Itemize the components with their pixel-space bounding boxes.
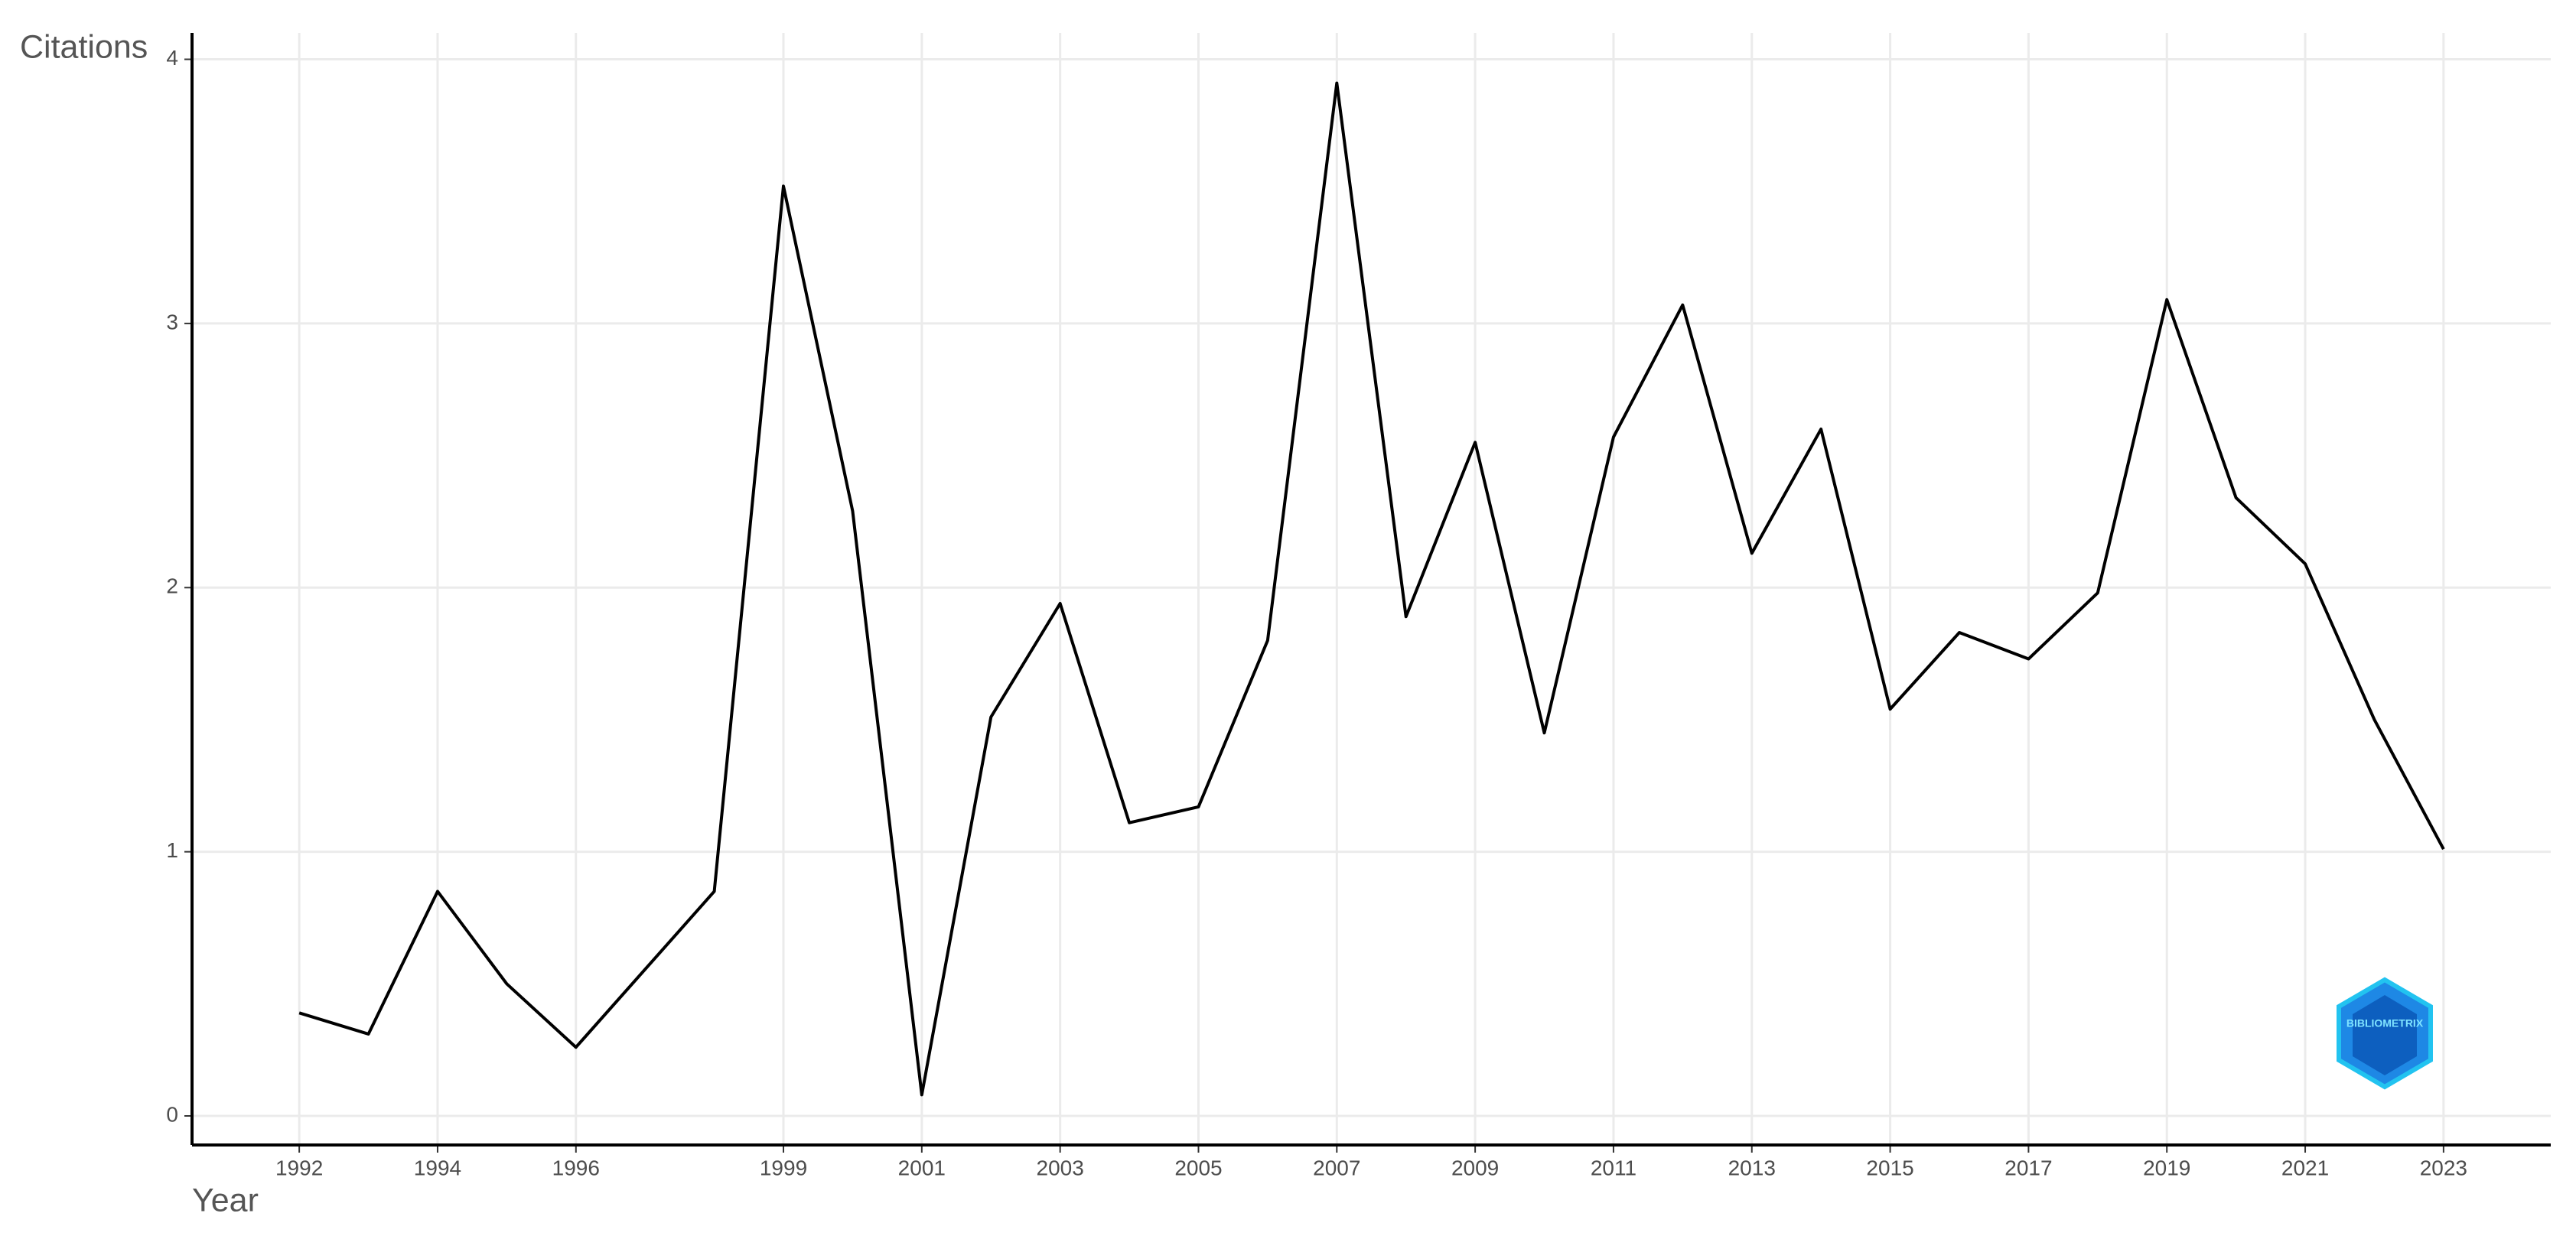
x-tick-label: 2013 [1728,1156,1776,1179]
x-tick-label: 2021 [2281,1156,2329,1179]
plot: 0 1 2 3 4 1992 1994 1996 1999 2001 2003 2005 2007 200… [166,33,2551,1179]
y-tick-label: 2 [166,574,178,598]
x-tick-label: 2015 [1866,1156,1913,1179]
x-tick-label: 1994 [414,1156,461,1179]
x-tick-label: 2011 [1591,1156,1636,1179]
x-tick-label: 2003 [1037,1156,1084,1179]
x-tick-label: 2017 [2004,1156,2052,1179]
x-tick-label: 1999 [760,1156,807,1179]
y-tick-label: 4 [166,46,178,70]
logo-inner [2353,995,2417,1075]
x-tick-label: 1996 [552,1156,600,1179]
x-tick-label: 2001 [898,1156,946,1179]
x-axis-title: Year [192,1182,259,1218]
x-tick-label: 2007 [1313,1156,1360,1179]
x-tick-label: 2019 [2143,1156,2190,1179]
x-tick-label: 2023 [2420,1156,2467,1179]
logo-text: BIBLIOMETRIX [2346,1017,2424,1029]
x-tick-label: 2005 [1174,1156,1222,1179]
y-tick-label: 1 [166,838,178,862]
y-tick-label: 3 [166,310,178,333]
y-tick-label: 0 [166,1102,178,1126]
logo: BIBLIOMETRIX [2337,977,2433,1090]
x-tick-label: 1992 [275,1156,323,1179]
line [298,81,2445,1097]
y-axis-title: Citations [20,28,148,65]
x-tick-label: 2009 [1451,1156,1499,1179]
